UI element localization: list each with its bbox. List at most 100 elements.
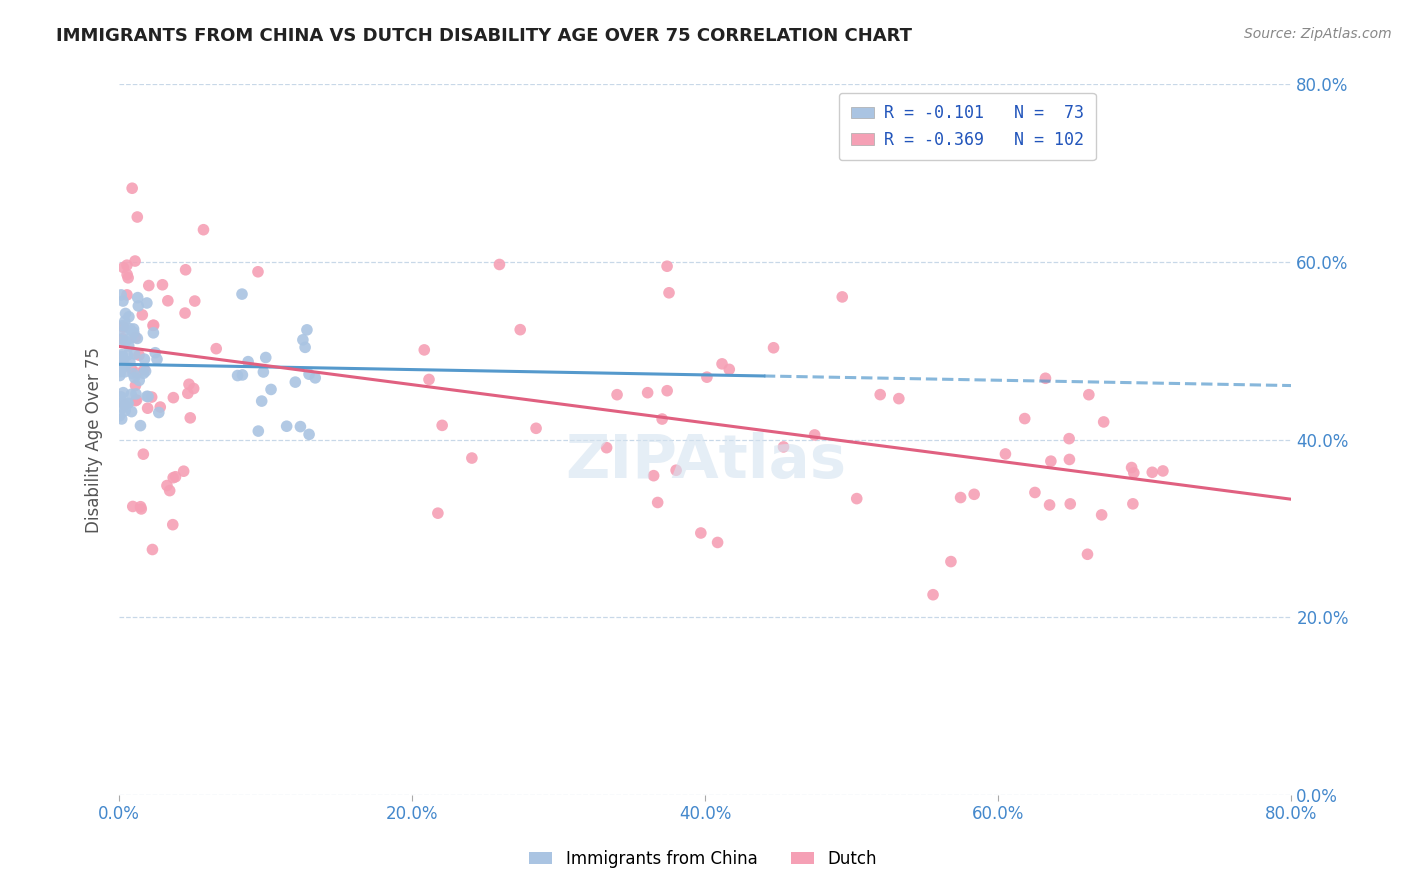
Point (1077, 387, 1099, 401)
Point (665, 463, 688, 477)
Point (141, 542, 163, 557)
Point (689, 526, 711, 541)
Point (114, 314, 136, 328)
Point (124, 393, 146, 408)
Point (111, 350, 134, 364)
Point (887, 392, 910, 406)
Point (112, 325, 135, 339)
Point (651, 412, 673, 426)
Point (162, 517, 184, 532)
Point (706, 535, 728, 549)
Point (120, 361, 142, 376)
Point (276, 419, 298, 434)
Point (1038, 498, 1060, 512)
Point (120, 331, 142, 345)
Point (135, 364, 157, 378)
Point (111, 412, 134, 426)
Point (772, 440, 794, 454)
Point (177, 377, 200, 392)
Point (127, 331, 149, 345)
Point (142, 326, 165, 340)
Point (461, 451, 484, 466)
Point (718, 362, 741, 376)
Point (111, 332, 134, 346)
Point (131, 308, 153, 322)
Point (994, 447, 1017, 461)
Point (134, 352, 156, 367)
Point (174, 306, 197, 320)
Point (115, 268, 138, 282)
Point (655, 259, 678, 273)
Point (112, 385, 135, 400)
Point (295, 323, 318, 337)
Point (110, 365, 132, 379)
Point (162, 391, 184, 405)
Point (1122, 497, 1144, 511)
Point (110, 390, 132, 404)
Point (114, 398, 136, 412)
Point (110, 288, 132, 302)
Point (136, 401, 159, 416)
Point (114, 334, 136, 348)
Point (122, 322, 145, 336)
Point (120, 387, 142, 401)
Point (869, 387, 891, 401)
Point (184, 293, 207, 308)
Point (111, 401, 134, 415)
Point (110, 333, 132, 347)
Text: IMMIGRANTS FROM CHINA VS DUTCH DISABILITY AGE OVER 75 CORRELATION CHART: IMMIGRANTS FROM CHINA VS DUTCH DISABILIT… (56, 27, 912, 45)
Point (124, 370, 146, 384)
Point (115, 288, 138, 302)
Point (111, 350, 134, 364)
Point (143, 345, 166, 359)
Point (117, 270, 139, 285)
Point (1035, 371, 1057, 385)
Point (1059, 452, 1081, 467)
Point (304, 371, 326, 385)
Point (637, 385, 659, 400)
Point (138, 278, 160, 293)
Point (1091, 508, 1114, 522)
Point (845, 491, 868, 506)
Legend: Immigrants from China, Dutch: Immigrants from China, Dutch (523, 844, 883, 875)
Point (110, 357, 132, 371)
Point (183, 382, 205, 396)
Point (128, 373, 150, 387)
Text: ZIPAtlas: ZIPAtlas (565, 432, 846, 491)
Point (647, 495, 669, 509)
Point (1092, 415, 1115, 429)
Point (108, 409, 131, 423)
Point (124, 378, 146, 392)
Point (128, 348, 150, 362)
Point (250, 394, 273, 409)
Point (134, 362, 156, 376)
Point (643, 468, 665, 483)
Point (124, 254, 146, 268)
Point (193, 223, 215, 237)
Point (762, 341, 785, 355)
Point (1014, 411, 1036, 425)
Legend: R = -0.101   N =  73, R = -0.369   N = 102: R = -0.101 N = 73, R = -0.369 N = 102 (839, 93, 1095, 161)
Point (127, 210, 149, 224)
Point (141, 390, 163, 404)
Point (426, 506, 449, 520)
Point (152, 277, 174, 292)
Point (430, 418, 453, 433)
Point (1076, 547, 1098, 561)
Point (149, 400, 172, 414)
Point (121, 500, 143, 514)
Point (413, 343, 436, 357)
Point (121, 181, 143, 195)
Text: Source: ZipAtlas.com: Source: ZipAtlas.com (1244, 27, 1392, 41)
Point (142, 318, 165, 333)
Point (1057, 432, 1080, 446)
Point (117, 396, 139, 410)
Point (606, 387, 628, 401)
Point (696, 370, 718, 384)
Point (1024, 485, 1046, 500)
Point (294, 340, 316, 354)
Point (135, 296, 157, 310)
Point (111, 395, 134, 409)
Point (177, 386, 200, 401)
Point (114, 306, 136, 320)
